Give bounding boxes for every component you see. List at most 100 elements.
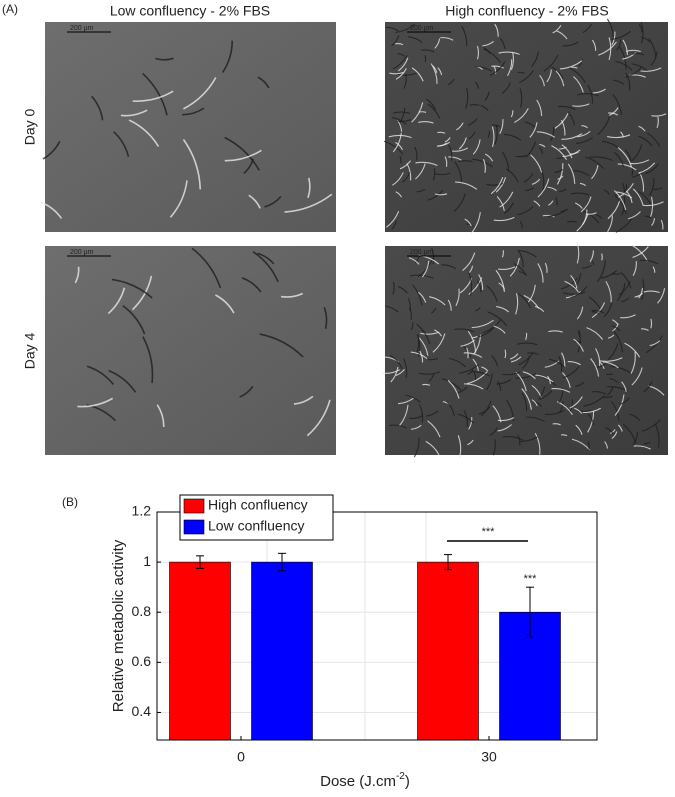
- cell: [606, 373, 613, 376]
- cell: [396, 119, 412, 122]
- cell: [497, 266, 516, 271]
- cell: [575, 382, 585, 387]
- cell: [633, 445, 651, 450]
- cell: [603, 395, 613, 399]
- cell: [616, 39, 622, 51]
- cell: [415, 163, 426, 180]
- cell: [468, 272, 473, 296]
- cell: [523, 173, 534, 183]
- cell: [586, 212, 597, 215]
- cell: [469, 104, 480, 106]
- cell: [652, 266, 656, 273]
- cell: [567, 111, 576, 126]
- cell: [582, 210, 600, 224]
- panel-label: (A): [2, 2, 18, 16]
- cell: [398, 57, 409, 72]
- cell: [551, 387, 571, 393]
- bar: [417, 561, 479, 741]
- scale-bar-label: 200 µm: [410, 249, 434, 256]
- cell: [416, 188, 426, 193]
- cell: [608, 107, 619, 116]
- cell: [632, 246, 649, 259]
- cell: [546, 69, 552, 83]
- cell: [414, 256, 420, 264]
- cell: [622, 423, 637, 444]
- cell: [395, 68, 407, 80]
- cell: [638, 23, 643, 33]
- cell: [467, 118, 478, 126]
- cell: [472, 158, 494, 168]
- cell: [498, 282, 506, 290]
- cell: [395, 141, 403, 151]
- cell: [447, 78, 455, 86]
- cell: [548, 330, 563, 333]
- cell: [427, 420, 441, 438]
- cell: [395, 368, 405, 377]
- cell: [241, 277, 262, 293]
- cell: [468, 265, 474, 273]
- cell: [587, 413, 595, 426]
- cell: [578, 58, 583, 67]
- cell: [591, 309, 605, 314]
- cell: [495, 177, 507, 193]
- legend-box: [179, 494, 334, 541]
- cell: [473, 372, 477, 380]
- cell: [555, 70, 565, 87]
- cell: [518, 352, 534, 366]
- cell: [634, 292, 644, 298]
- cell: [284, 193, 333, 213]
- cell: [586, 327, 604, 340]
- x-axis-label: Dose (J.cm-2): [320, 771, 410, 790]
- cell: [391, 220, 397, 230]
- row-label: Day 0: [22, 109, 38, 146]
- cell: [447, 379, 460, 399]
- cell: [444, 137, 451, 143]
- cell: [556, 163, 564, 185]
- cell: [562, 372, 571, 388]
- cell: [597, 260, 606, 283]
- x-label-sup: -2: [396, 771, 405, 782]
- cell: [595, 348, 601, 367]
- cell: [587, 410, 595, 433]
- cell: [519, 436, 538, 442]
- cell: [169, 180, 188, 218]
- cell: [492, 405, 502, 423]
- cell: [583, 394, 606, 407]
- cell: [91, 95, 104, 121]
- cell: [640, 67, 662, 72]
- cell: [573, 170, 590, 177]
- cell: [407, 297, 411, 311]
- cell: [448, 357, 466, 368]
- cell: [390, 366, 399, 383]
- cell: [478, 327, 495, 338]
- cell: [558, 188, 567, 193]
- cell: [406, 162, 412, 181]
- cell: [555, 196, 558, 206]
- cell: [613, 79, 625, 85]
- cell: [577, 130, 591, 138]
- cell: [497, 424, 512, 432]
- cell: [510, 51, 515, 71]
- cell: [519, 70, 534, 84]
- cell: [478, 406, 491, 415]
- cell: [441, 378, 462, 391]
- cell: [499, 38, 506, 50]
- cell: [603, 301, 613, 318]
- cell: [611, 273, 621, 275]
- cell: [656, 116, 659, 129]
- cell: [649, 340, 661, 347]
- cell: [547, 186, 557, 192]
- cell: [448, 156, 462, 161]
- cell: [86, 365, 115, 386]
- cell: [503, 202, 514, 214]
- cell: [525, 416, 545, 423]
- cell: [552, 423, 561, 426]
- cell: [111, 278, 153, 299]
- cell: [609, 377, 619, 384]
- cell: [155, 57, 174, 61]
- cell: [560, 119, 566, 136]
- cell: [307, 177, 311, 199]
- cell: [630, 159, 650, 165]
- cell: [638, 135, 653, 147]
- cell: [459, 364, 479, 374]
